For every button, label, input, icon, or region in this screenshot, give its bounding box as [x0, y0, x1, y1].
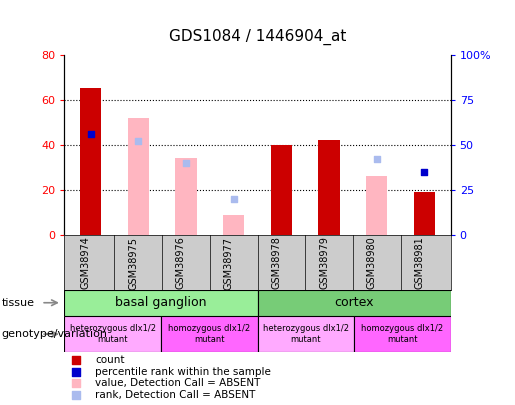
Bar [366, 176, 387, 235]
Text: GSM38980: GSM38980 [367, 237, 376, 289]
Text: value, Detection Call = ABSENT: value, Detection Call = ABSENT [95, 379, 261, 388]
Text: genotype/variation: genotype/variation [2, 329, 108, 339]
Text: GSM38974: GSM38974 [81, 237, 91, 290]
Text: GDS1084 / 1446904_at: GDS1084 / 1446904_at [169, 28, 346, 45]
Bar [270, 145, 292, 235]
Bar [64, 290, 258, 316]
Bar [258, 290, 451, 316]
Bar [318, 140, 340, 235]
Point [134, 138, 143, 145]
Text: tissue: tissue [2, 298, 35, 308]
Text: percentile rank within the sample: percentile rank within the sample [95, 367, 271, 377]
Point [87, 131, 95, 137]
Bar [414, 192, 435, 235]
Point [72, 380, 80, 387]
Text: heterozygous dlx1/2
mutant: heterozygous dlx1/2 mutant [263, 324, 349, 344]
Text: homozygous dlx1/2
mutant: homozygous dlx1/2 mutant [168, 324, 250, 344]
Text: homozygous dlx1/2
mutant: homozygous dlx1/2 mutant [362, 324, 443, 344]
Bar [128, 118, 149, 235]
Text: count: count [95, 355, 125, 365]
Text: heterozygous dlx1/2
mutant: heterozygous dlx1/2 mutant [70, 324, 156, 344]
Point [230, 196, 238, 202]
Text: basal ganglion: basal ganglion [115, 296, 207, 309]
Point [420, 168, 428, 175]
Text: GSM38977: GSM38977 [224, 237, 234, 290]
Text: GSM38975: GSM38975 [128, 237, 139, 290]
Point [372, 156, 381, 162]
Bar [258, 316, 354, 352]
Text: rank, Detection Call = ABSENT: rank, Detection Call = ABSENT [95, 390, 255, 400]
Point [72, 369, 80, 375]
Point [72, 392, 80, 399]
Bar [175, 158, 197, 235]
Text: GSM38976: GSM38976 [176, 237, 186, 290]
Bar [223, 215, 245, 235]
Text: cortex: cortex [334, 296, 374, 309]
Bar [64, 316, 161, 352]
Bar [161, 316, 258, 352]
Point [182, 160, 190, 166]
Bar [80, 88, 101, 235]
Text: GSM38979: GSM38979 [319, 237, 329, 290]
Point [72, 357, 80, 363]
Bar [354, 316, 451, 352]
Text: GSM38978: GSM38978 [271, 237, 281, 290]
Text: GSM38981: GSM38981 [415, 237, 424, 289]
